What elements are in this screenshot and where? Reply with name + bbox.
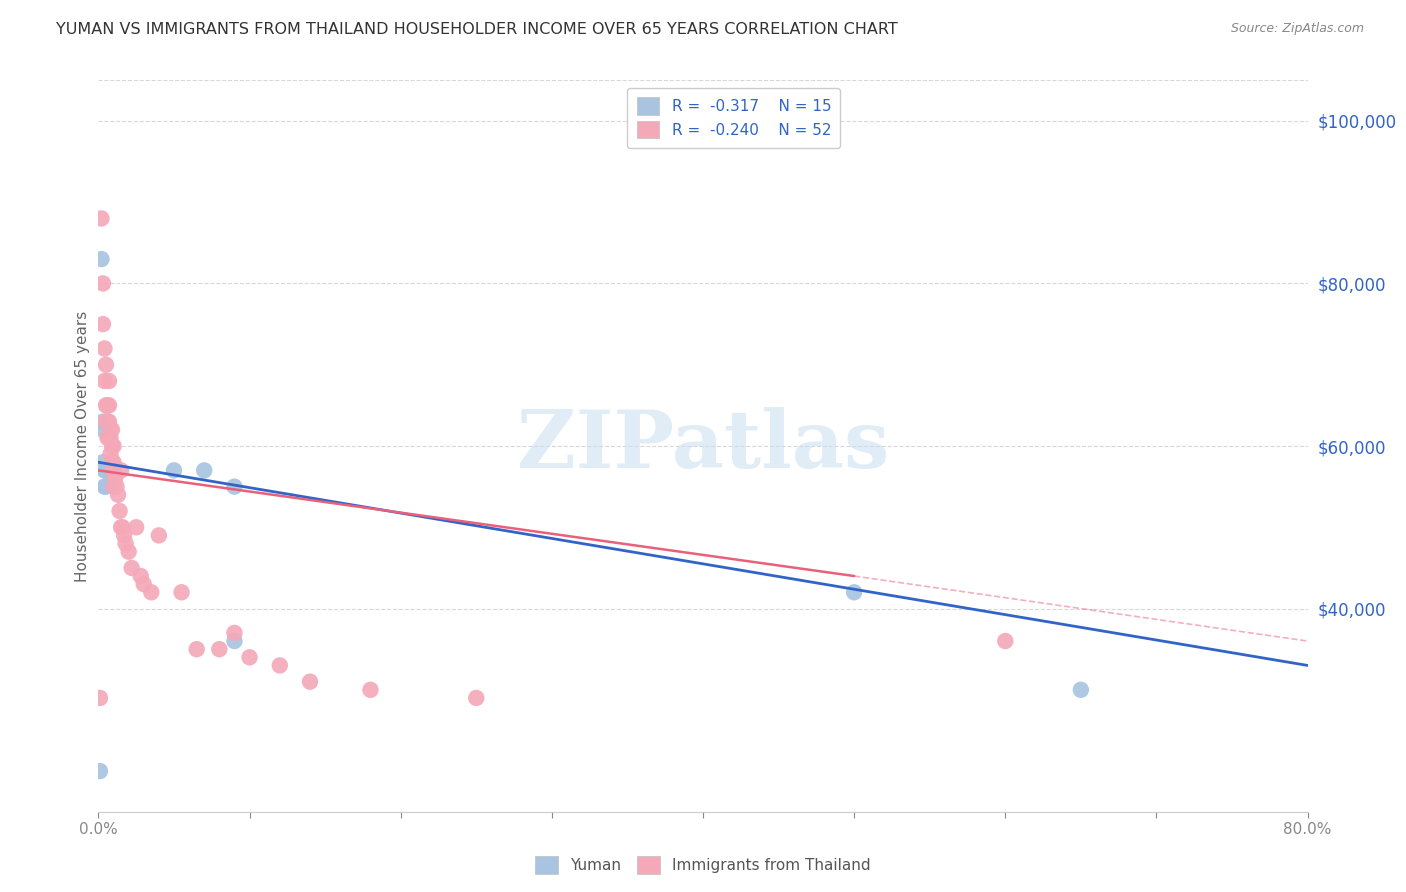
Point — [93, 463, 115, 477]
Point — [107, 488, 129, 502]
Point — [98, 431, 121, 445]
Point — [93, 342, 115, 356]
Point — [299, 674, 322, 689]
Point — [94, 480, 117, 494]
Point — [208, 642, 231, 657]
Point — [118, 544, 141, 558]
Point — [94, 398, 117, 412]
Point — [100, 447, 122, 461]
Point — [170, 585, 193, 599]
Point — [91, 317, 114, 331]
Point — [108, 504, 131, 518]
Point — [110, 520, 132, 534]
Point — [994, 634, 1017, 648]
Point — [91, 277, 114, 291]
Point — [101, 423, 124, 437]
Point — [94, 415, 117, 429]
Point — [93, 480, 115, 494]
Point — [103, 439, 125, 453]
Point — [193, 463, 215, 477]
Point — [90, 211, 112, 226]
Point — [239, 650, 262, 665]
Point — [844, 585, 866, 599]
Point — [91, 455, 114, 469]
Point — [90, 252, 112, 266]
Point — [103, 455, 125, 469]
Point — [93, 374, 115, 388]
Point — [114, 536, 136, 550]
Point — [111, 520, 134, 534]
Point — [98, 374, 121, 388]
Text: YUMAN VS IMMIGRANTS FROM THAILAND HOUSEHOLDER INCOME OVER 65 YEARS CORRELATION C: YUMAN VS IMMIGRANTS FROM THAILAND HOUSEH… — [56, 22, 898, 37]
Point — [104, 471, 127, 485]
Point — [269, 658, 291, 673]
Point — [224, 626, 246, 640]
Point — [98, 415, 121, 429]
Point — [224, 634, 246, 648]
Point — [94, 463, 117, 477]
Point — [96, 415, 118, 429]
Point — [465, 690, 488, 705]
Point — [163, 463, 186, 477]
Point — [94, 358, 117, 372]
Text: Source: ZipAtlas.com: Source: ZipAtlas.com — [1230, 22, 1364, 36]
Point — [141, 585, 163, 599]
Point — [121, 561, 143, 575]
Point — [96, 398, 118, 412]
Point — [1070, 682, 1092, 697]
Text: ZIPatlas: ZIPatlas — [517, 407, 889, 485]
Point — [129, 569, 152, 583]
Point — [110, 463, 132, 477]
Point — [186, 642, 208, 657]
Legend: R =  -0.317    N = 15, R =  -0.240    N = 52: R = -0.317 N = 15, R = -0.240 N = 52 — [627, 88, 841, 148]
Point — [101, 455, 124, 469]
Point — [103, 480, 125, 494]
Point — [89, 764, 111, 778]
Point — [360, 682, 382, 697]
Point — [103, 463, 125, 477]
Point — [91, 423, 114, 437]
Y-axis label: Householder Income Over 65 years: Householder Income Over 65 years — [75, 310, 90, 582]
Point — [132, 577, 155, 591]
Point — [148, 528, 170, 542]
Point — [100, 431, 122, 445]
Point — [98, 398, 121, 412]
Legend: Yuman, Immigrants from Thailand: Yuman, Immigrants from Thailand — [529, 850, 877, 880]
Point — [224, 480, 246, 494]
Point — [105, 480, 128, 494]
Point — [100, 423, 122, 437]
Point — [96, 431, 118, 445]
Point — [101, 439, 124, 453]
Point — [112, 528, 135, 542]
Point — [89, 690, 111, 705]
Point — [125, 520, 148, 534]
Point — [91, 415, 114, 429]
